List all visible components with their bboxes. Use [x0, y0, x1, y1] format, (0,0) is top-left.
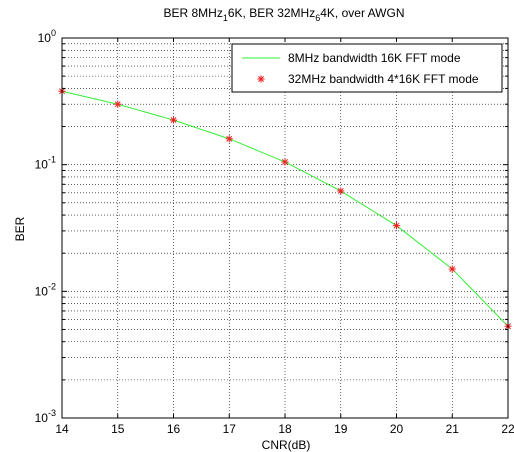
y-tick-exponent: -2	[48, 281, 56, 291]
y-tick-label: 10-2	[35, 281, 56, 298]
legend-marker-sample	[257, 75, 265, 83]
y-tick-label: 10-1	[35, 155, 56, 172]
x-axis-label: CNR(dB)	[262, 438, 311, 452]
x-tick-label: 20	[390, 422, 404, 436]
marker-stroke	[226, 135, 233, 142]
marker-stroke	[393, 222, 400, 229]
plot-area	[58, 37, 512, 419]
data-point-marker	[114, 100, 122, 108]
x-tick-label: 22	[501, 422, 514, 436]
y-tick-exponent: -3	[48, 408, 56, 418]
data-point-marker	[281, 158, 289, 166]
title-sub-1: 1	[223, 13, 228, 23]
title-sub-2: 6	[315, 13, 320, 23]
title-part-c: 4K, over AWGN	[320, 6, 404, 20]
title-part-b: 6K, BER 32MHz	[228, 6, 315, 20]
x-tick-label: 14	[55, 422, 69, 436]
legend-marker	[257, 75, 265, 83]
marker-stroke	[337, 188, 344, 194]
data-point-marker	[392, 222, 401, 230]
x-tick-label: 17	[223, 422, 237, 436]
x-tick-label: 16	[167, 422, 181, 436]
marker-stroke	[258, 76, 264, 82]
y-tick-exponent: 0	[51, 28, 56, 38]
tick-layer	[61, 38, 509, 419]
marker-stroke	[449, 266, 456, 272]
y-axis-label: BER	[13, 216, 27, 241]
data-point-marker	[337, 187, 345, 195]
x-tick-label: 18	[278, 422, 292, 436]
x-tick-label: 21	[446, 422, 460, 436]
marker-stroke	[282, 159, 288, 165]
y-tick-base: 10	[35, 411, 49, 425]
legend: 8MHz bandwidth 16K FFT mode 32MHz bandwi…	[231, 43, 503, 93]
y-tick-base: 10	[38, 31, 52, 45]
marker-stroke	[170, 117, 177, 124]
legend-box	[231, 43, 503, 93]
data-point-marker	[169, 116, 178, 124]
x-tick-label: 15	[111, 422, 125, 436]
x-tick-labels: 14 15 16 17 18 19 20 21 22	[55, 422, 514, 436]
title-part-a: BER 8MHz	[164, 6, 223, 20]
marker-stroke	[114, 101, 121, 108]
y-tick-label: 100	[38, 28, 56, 45]
legend-entry-line: 8MHz bandwidth 16K FFT mode	[288, 51, 461, 65]
x-tick-label: 19	[334, 422, 348, 436]
data-point-marker	[448, 265, 456, 273]
y-tick-base: 10	[35, 284, 49, 298]
legend-entry-markers: 32MHz bandwidth 4*16K FFT mode	[288, 72, 479, 86]
y-tick-exponent: -1	[48, 155, 56, 165]
chart-title: BER 8MHz16K, BER 32MHz64K, over AWGN	[164, 6, 405, 23]
data-point-marker	[225, 135, 233, 143]
series-layer	[58, 87, 512, 330]
y-tick-base: 10	[35, 158, 49, 172]
y-tick-label: 10-3	[35, 408, 56, 425]
